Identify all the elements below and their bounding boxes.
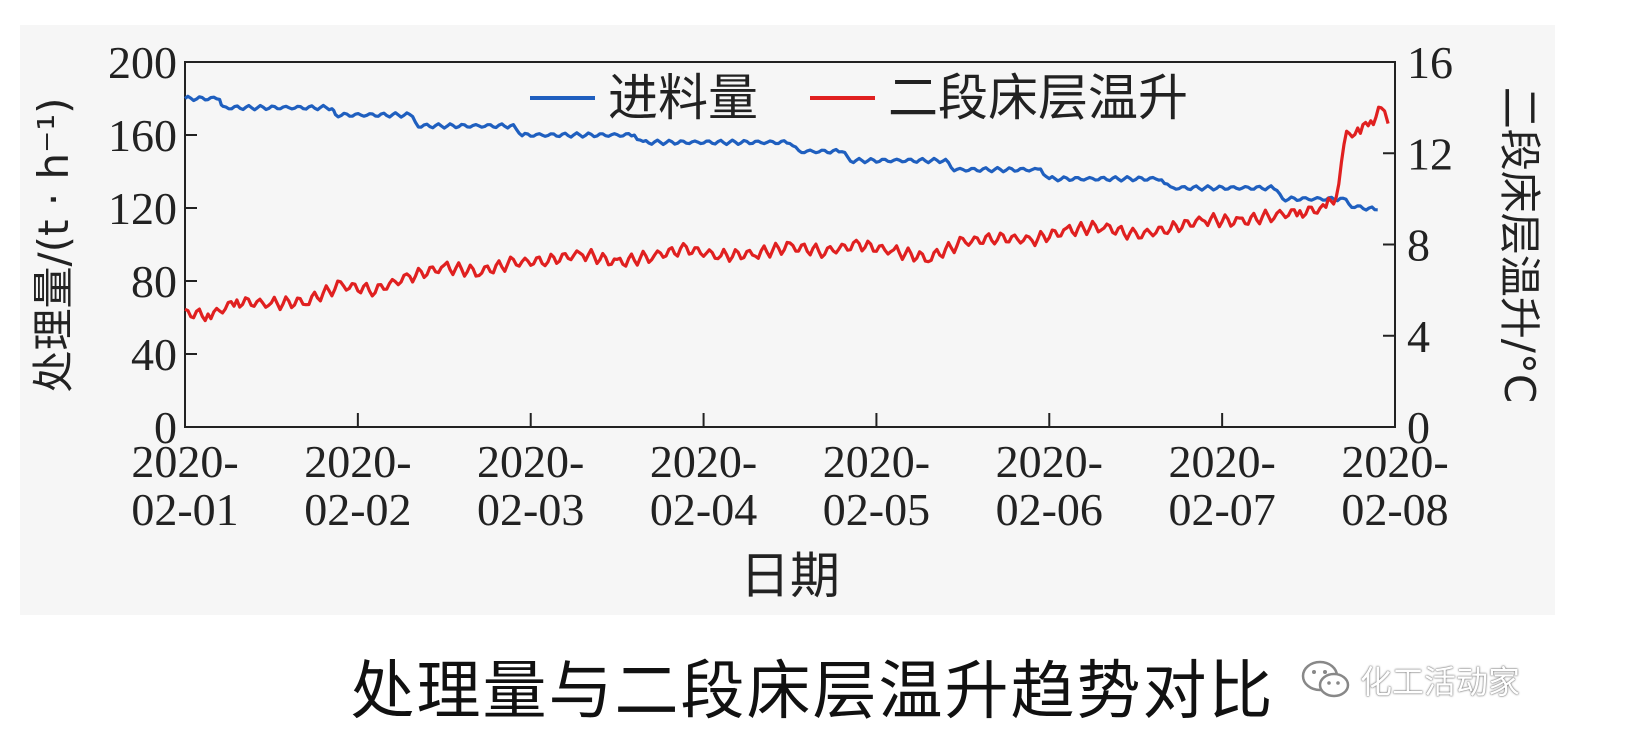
y-axis-label-left: 处理量/(t · h⁻¹) [29,97,78,392]
y-tick-label-left: 160 [108,110,177,161]
x-tick-label-line1: 2020- [823,436,930,487]
axis-ticks: 0408012016020004812162020-02-012020-02-0… [108,37,1453,535]
x-tick-label-line1: 2020- [304,436,411,487]
watermark-brand-text: 化工活动家 [1360,663,1521,701]
legend-label-feed: 进料量 [608,69,758,127]
wechat-icon [1301,660,1350,698]
series-layer [184,94,1390,323]
y-tick-label-right: 16 [1407,37,1453,88]
series-line-feed-rate [184,94,1378,212]
y-tick-label-left: 40 [131,329,177,380]
figure-caption: 处理量与二段床层温升趋势对比 [350,655,1275,729]
x-tick-label-line2: 02-03 [477,484,584,535]
x-axis-label: 日期 [740,547,840,605]
x-tick-label-line2: 02-07 [1168,484,1275,535]
x-tick-label-line1: 2020- [650,436,757,487]
x-tick-label-line1: 2020- [996,436,1103,487]
x-tick-label-line2: 02-05 [823,484,930,535]
legend-label-temp: 二段床层温升 [888,69,1188,127]
x-tick-label-line2: 02-04 [650,484,757,535]
y-tick-label-right: 12 [1407,128,1453,179]
x-tick-label-line2: 02-06 [996,484,1103,535]
series-line-bed-temp-rise [184,105,1390,323]
legend: 进料量 二段床层温升 [530,69,1188,127]
x-tick-label-line1: 2020- [131,436,238,487]
chart-area-background [20,25,1555,615]
y-tick-label-right: 4 [1407,311,1430,362]
y-axis-label-right: 二段床层温升/°C [1495,87,1544,403]
watermark-brand: 化工活动家 [1300,655,1520,705]
y-tick-label-left: 0 [154,402,177,453]
x-tick-label-line1: 2020- [1168,436,1275,487]
x-tick-label-line2: 02-01 [131,484,238,535]
x-tick-label-line1: 2020- [477,436,584,487]
y-tick-label-left: 200 [108,37,177,88]
x-tick-label-line2: 02-08 [1341,484,1448,535]
y-tick-label-left: 80 [131,256,177,307]
y-tick-label-left: 120 [108,183,177,234]
y-tick-label-right: 0 [1407,402,1430,453]
x-tick-label-line2: 02-02 [304,484,411,535]
x-tick-label-line1: 2020- [1341,436,1448,487]
y-tick-label-right: 8 [1407,220,1430,271]
